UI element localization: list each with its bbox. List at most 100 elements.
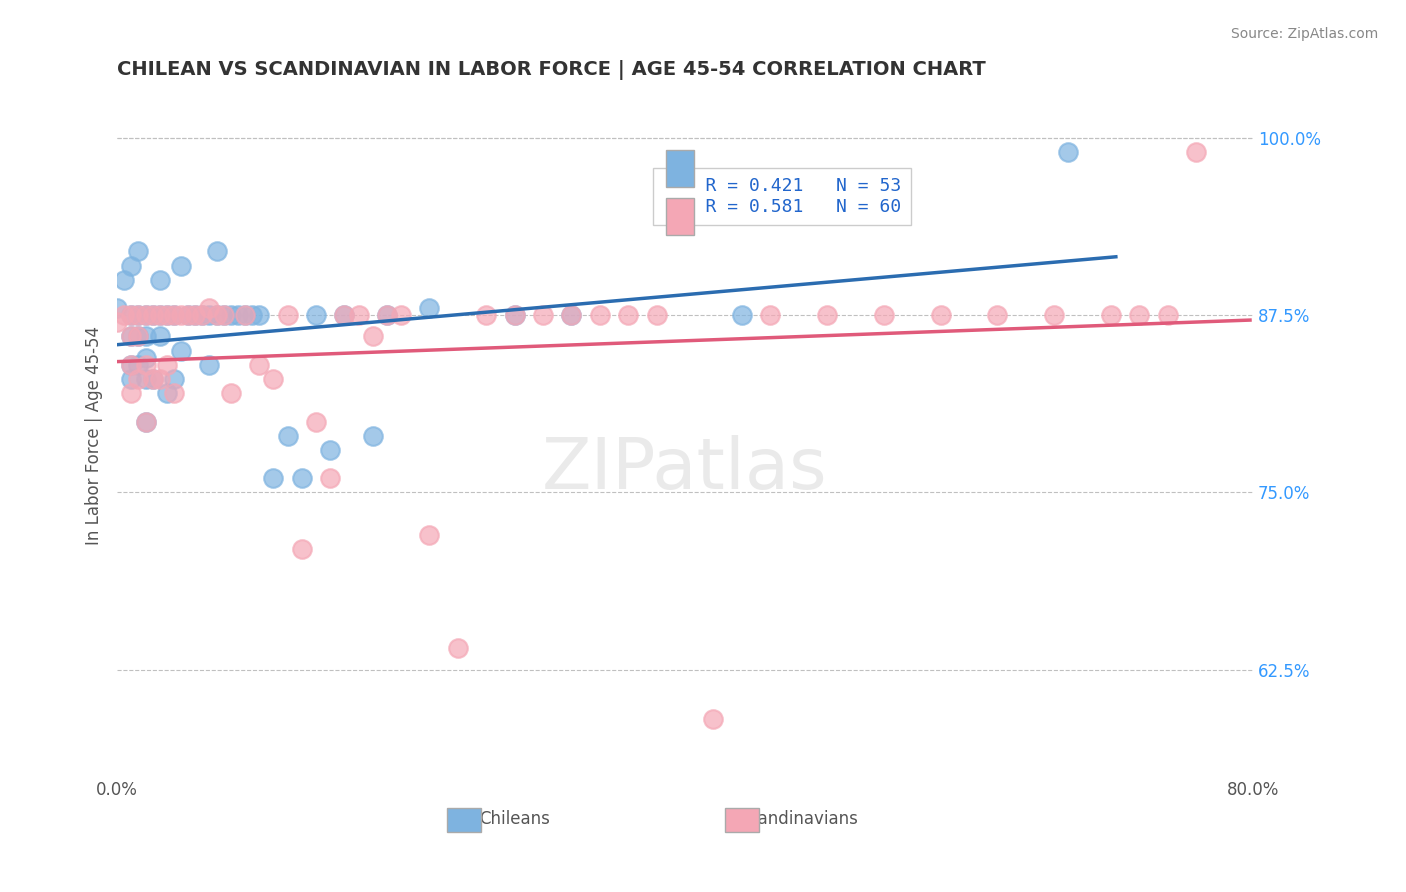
Point (645, 308, 668, 322)
Point (305, 308, 328, 322)
Point (212, 308, 235, 322)
FancyBboxPatch shape (447, 808, 481, 832)
Point (212, 308, 235, 322)
Point (149, 308, 172, 322)
Point (149, 372, 172, 386)
Point (142, 372, 165, 386)
Point (170, 308, 193, 322)
Point (233, 308, 256, 322)
Text: ZIPatlas: ZIPatlas (543, 435, 828, 504)
Point (233, 308, 256, 322)
Point (112, 273, 135, 287)
Text: R = 0.421   N = 53
    R = 0.581   N = 60: R = 0.421 N = 53 R = 0.581 N = 60 (662, 178, 901, 216)
Point (156, 308, 179, 322)
Point (156, 358, 179, 372)
Point (333, 308, 356, 322)
Point (418, 528, 440, 542)
Point (127, 372, 149, 386)
FancyBboxPatch shape (665, 197, 695, 235)
Point (262, 372, 284, 386)
Point (319, 471, 342, 485)
Point (142, 308, 165, 322)
Point (319, 442, 342, 457)
Point (156, 308, 179, 322)
Point (361, 329, 384, 343)
Point (240, 308, 263, 322)
Point (205, 308, 228, 322)
Point (198, 358, 221, 372)
FancyBboxPatch shape (665, 150, 695, 187)
Point (1057, 145, 1080, 160)
Point (127, 329, 149, 343)
Point (262, 471, 284, 485)
Point (929, 308, 952, 322)
Point (135, 358, 157, 372)
Point (135, 329, 157, 343)
Point (198, 301, 221, 315)
Point (560, 308, 582, 322)
Point (184, 308, 207, 322)
Point (1128, 308, 1150, 322)
Text: CHILEAN VS SCANDINAVIAN IN LABOR FORCE | AGE 45-54 CORRELATION CHART: CHILEAN VS SCANDINAVIAN IN LABOR FORCE |… (117, 60, 986, 79)
Point (375, 308, 398, 322)
Point (149, 273, 172, 287)
Point (247, 308, 270, 322)
Point (447, 641, 470, 656)
Point (589, 308, 612, 322)
Point (120, 372, 142, 386)
Point (149, 329, 172, 343)
Point (142, 308, 165, 322)
Point (135, 372, 157, 386)
Point (305, 415, 328, 429)
Point (127, 329, 149, 343)
Point (120, 358, 142, 372)
FancyBboxPatch shape (724, 808, 759, 832)
Text: Source: ZipAtlas.com: Source: ZipAtlas.com (1230, 27, 1378, 41)
Point (120, 386, 142, 401)
Point (1185, 145, 1208, 160)
Point (120, 308, 142, 322)
Point (731, 308, 754, 322)
Point (531, 308, 554, 322)
Point (170, 343, 193, 358)
Point (1099, 308, 1122, 322)
Point (163, 308, 186, 322)
Point (156, 386, 179, 401)
Point (815, 308, 838, 322)
Point (375, 308, 398, 322)
Point (560, 308, 582, 322)
Text: Scandinavians: Scandinavians (738, 810, 859, 828)
Point (1156, 308, 1178, 322)
Point (142, 372, 165, 386)
Point (702, 712, 724, 726)
Point (191, 308, 214, 322)
Point (163, 308, 186, 322)
Point (105, 301, 128, 315)
Point (170, 259, 193, 273)
Point (291, 471, 314, 485)
Point (120, 329, 142, 343)
Point (1043, 308, 1066, 322)
Point (226, 308, 249, 322)
Point (127, 358, 149, 372)
Point (135, 415, 157, 429)
Point (503, 308, 526, 322)
Point (120, 358, 142, 372)
Point (184, 308, 207, 322)
Point (135, 308, 157, 322)
Point (277, 308, 299, 322)
Point (277, 429, 299, 443)
Point (163, 386, 186, 401)
Point (177, 308, 200, 322)
Point (120, 259, 142, 273)
Point (127, 244, 149, 259)
Point (333, 308, 356, 322)
Point (873, 308, 896, 322)
Point (191, 308, 214, 322)
Point (149, 308, 172, 322)
Point (219, 386, 242, 401)
Y-axis label: In Labor Force | Age 45-54: In Labor Force | Age 45-54 (86, 326, 103, 545)
Point (503, 308, 526, 322)
Point (291, 542, 314, 557)
Point (759, 308, 782, 322)
